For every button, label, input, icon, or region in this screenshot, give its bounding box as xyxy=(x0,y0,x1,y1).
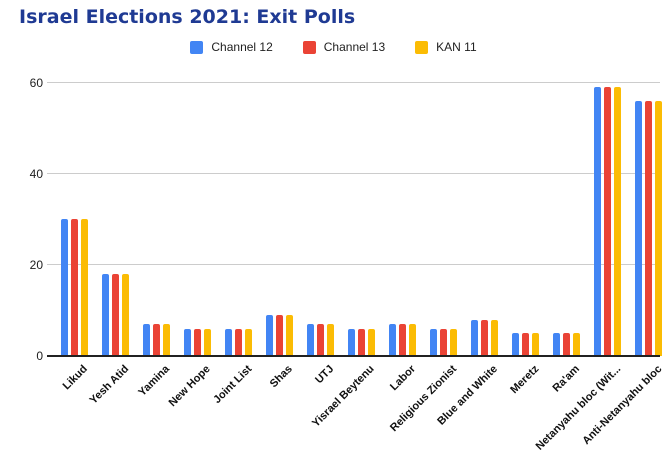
bar-channel-12-utj[interactable] xyxy=(307,324,314,356)
bar-channel-13-netanyahu-bloc-wit-[interactable] xyxy=(604,87,611,356)
chart-legend: Channel 12 Channel 13 KAN 11 xyxy=(0,40,667,54)
gridline-20 xyxy=(47,264,660,266)
bar-channel-12-ra-am[interactable] xyxy=(553,333,560,356)
bar-kan-11-yisrael-beytenu[interactable] xyxy=(368,328,375,356)
bar-channel-13-yisrael-beytenu[interactable] xyxy=(358,328,365,356)
bar-kan-11-yesh-atid[interactable] xyxy=(122,274,129,356)
bar-channel-13-likud[interactable] xyxy=(71,219,78,356)
bar-kan-11-ra-am[interactable] xyxy=(573,333,580,356)
bar-channel-13-meretz[interactable] xyxy=(522,333,529,356)
bar-channel-12-new-hope[interactable] xyxy=(184,328,191,356)
gridline-60 xyxy=(47,82,660,84)
bar-channel-12-yesh-atid[interactable] xyxy=(102,274,109,356)
bar-channel-12-joint-list[interactable] xyxy=(225,328,232,356)
legend-label: KAN 11 xyxy=(436,40,477,54)
legend-swatch-icon xyxy=(302,40,316,54)
x-axis-label-shas: Shas xyxy=(267,363,295,391)
bar-kan-11-labor[interactable] xyxy=(409,324,416,356)
bar-kan-11-blue-and-white[interactable] xyxy=(491,319,498,356)
bar-channel-13-religious-zionist[interactable] xyxy=(440,328,447,356)
bar-kan-11-utj[interactable] xyxy=(327,324,334,356)
x-axis-line xyxy=(47,355,660,357)
y-axis-tick-0: 0 xyxy=(36,349,43,363)
bar-channel-13-yesh-atid[interactable] xyxy=(112,274,119,356)
bar-channel-12-yamina[interactable] xyxy=(143,324,150,356)
x-axis-label-meretz: Meretz xyxy=(507,363,541,397)
bar-kan-11-shas[interactable] xyxy=(286,315,293,356)
bar-channel-13-joint-list[interactable] xyxy=(235,328,242,356)
bar-kan-11-anti-netanyahu-bloc[interactable] xyxy=(655,100,662,356)
bar-channel-12-netanyahu-bloc-wit-[interactable] xyxy=(594,87,601,356)
legend-item-channel-12[interactable]: Channel 12 xyxy=(190,40,273,54)
x-axis-label-ra-am: Ra'am xyxy=(550,363,582,395)
bar-channel-13-ra-am[interactable] xyxy=(563,333,570,356)
bar-kan-11-religious-zionist[interactable] xyxy=(450,328,457,356)
bar-channel-12-labor[interactable] xyxy=(389,324,396,356)
bar-channel-13-yamina[interactable] xyxy=(153,324,160,356)
legend-item-channel-13[interactable]: Channel 13 xyxy=(302,40,386,54)
gridline-40 xyxy=(47,173,660,175)
bar-channel-12-religious-zionist[interactable] xyxy=(430,328,437,356)
x-axis-label-yesh-atid: Yesh Atid xyxy=(87,363,131,407)
bar-channel-13-new-hope[interactable] xyxy=(194,328,201,356)
bar-kan-11-joint-list[interactable] xyxy=(245,328,252,356)
x-axis-label-labor: Labor xyxy=(387,363,418,394)
legend-item-kan-11[interactable]: KAN 11 xyxy=(415,40,477,54)
x-axis-label-utj: UTJ xyxy=(312,363,336,387)
bar-channel-12-meretz[interactable] xyxy=(512,333,519,356)
legend-label: Channel 12 xyxy=(211,40,273,54)
bar-channel-13-utj[interactable] xyxy=(317,324,324,356)
bar-channel-12-anti-netanyahu-bloc[interactable] xyxy=(635,100,642,356)
bar-channel-12-likud[interactable] xyxy=(61,219,68,356)
x-axis-label-likud: Likud xyxy=(60,363,90,393)
legend-label: Channel 13 xyxy=(323,40,386,54)
y-axis-tick-40: 40 xyxy=(29,166,43,181)
y-axis-tick-60: 60 xyxy=(29,75,43,90)
bar-channel-12-yisrael-beytenu[interactable] xyxy=(348,328,355,356)
x-axis-label-yamina: Yamina xyxy=(136,363,172,399)
bar-kan-11-netanyahu-bloc-wit-[interactable] xyxy=(614,87,621,356)
y-axis-tick-20: 20 xyxy=(29,257,43,272)
x-axis-label-joint-list: Joint List xyxy=(210,363,254,407)
bar-channel-13-anti-netanyahu-bloc[interactable] xyxy=(645,100,652,356)
legend-swatch-icon xyxy=(190,40,204,54)
x-axis-label-new-hope: New Hope xyxy=(166,363,213,410)
bar-channel-12-blue-and-white[interactable] xyxy=(471,319,478,356)
chart-title: Israel Elections 2021: Exit Polls xyxy=(19,6,356,28)
bar-channel-12-shas[interactable] xyxy=(266,315,273,356)
legend-swatch-icon xyxy=(415,40,429,54)
bar-kan-11-meretz[interactable] xyxy=(532,333,539,356)
bar-kan-11-yamina[interactable] xyxy=(163,324,170,356)
bar-channel-13-blue-and-white[interactable] xyxy=(481,319,488,356)
bar-kan-11-likud[interactable] xyxy=(81,219,88,356)
bar-channel-13-labor[interactable] xyxy=(399,324,406,356)
bar-kan-11-new-hope[interactable] xyxy=(204,328,211,356)
x-axis-label-anti-netanyahu-bloc: Anti-Netanyahu bloc xyxy=(579,363,664,448)
bar-channel-13-shas[interactable] xyxy=(276,315,283,356)
